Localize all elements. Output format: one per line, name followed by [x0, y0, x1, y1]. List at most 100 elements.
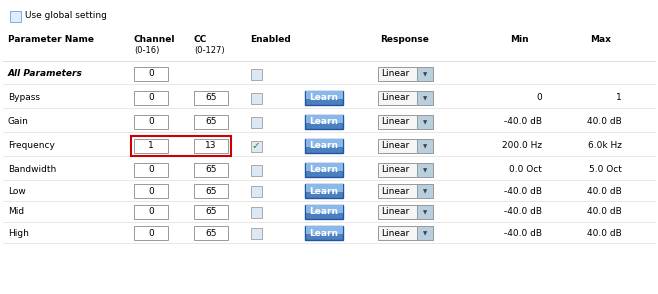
Bar [417, 67, 433, 81]
Text: 0: 0 [148, 186, 154, 196]
Text: -40.0 dB: -40.0 dB [504, 208, 542, 216]
Text: ▼: ▼ [423, 73, 427, 78]
Text: Linear: Linear [381, 93, 409, 103]
Text: -40.0 dB: -40.0 dB [504, 186, 542, 196]
Bar [134, 163, 168, 177]
Text: 6.0k Hz: 6.0k Hz [588, 141, 622, 151]
Text: Learn: Learn [309, 186, 338, 196]
Bar [251, 69, 261, 79]
Text: ▼: ▼ [423, 144, 427, 150]
Text: ▼: ▼ [423, 190, 427, 195]
Text: 0: 0 [536, 93, 542, 103]
Text: Gain: Gain [8, 118, 29, 126]
Text: Learn: Learn [309, 166, 338, 175]
Text: (0-127): (0-127) [194, 46, 224, 54]
Text: 65: 65 [205, 186, 216, 196]
Text: 65: 65 [205, 208, 216, 216]
Text: 65: 65 [205, 93, 216, 103]
Text: Linear: Linear [381, 141, 409, 151]
Bar [305, 184, 343, 198]
Text: Low: Low [8, 186, 26, 196]
Text: 40.0 dB: 40.0 dB [587, 228, 622, 238]
Bar [417, 139, 433, 153]
Text: Linear: Linear [381, 186, 409, 196]
Text: 5.0 Oct: 5.0 Oct [589, 166, 622, 175]
Bar [134, 139, 168, 153]
Bar [251, 93, 261, 103]
Text: Parameter Name: Parameter Name [8, 34, 94, 44]
Text: -40.0 dB: -40.0 dB [504, 228, 542, 238]
Bar [305, 205, 343, 219]
Bar [378, 67, 433, 81]
Text: Learn: Learn [309, 141, 338, 151]
Text: Max: Max [590, 34, 611, 44]
Bar [417, 91, 433, 105]
Text: 40.0 dB: 40.0 dB [587, 208, 622, 216]
Text: 65: 65 [205, 166, 216, 175]
Text: 0: 0 [148, 118, 154, 126]
Text: Learn: Learn [309, 93, 338, 103]
Bar [417, 115, 433, 129]
Bar [305, 139, 343, 147]
Bar [417, 163, 433, 177]
Bar [305, 206, 343, 213]
Text: 200.0 Hz: 200.0 Hz [502, 141, 542, 151]
Text: ▼: ▼ [423, 121, 427, 126]
Text: 0: 0 [148, 208, 154, 216]
Text: Use global setting: Use global setting [25, 11, 107, 21]
Bar [251, 116, 261, 128]
Text: Min: Min [510, 34, 528, 44]
Text: (0-16): (0-16) [134, 46, 159, 54]
Bar [417, 205, 433, 219]
Text: High: High [8, 228, 29, 238]
Text: Learn: Learn [309, 118, 338, 126]
Bar [305, 115, 343, 129]
Bar [134, 67, 168, 81]
Bar [134, 205, 168, 219]
Text: All Parameters: All Parameters [8, 69, 83, 78]
Bar [417, 184, 433, 198]
Bar [251, 186, 261, 196]
Bar [305, 163, 343, 177]
Text: Frequency: Frequency [8, 141, 55, 151]
Bar [378, 184, 433, 198]
Bar [194, 115, 228, 129]
Text: Linear: Linear [381, 69, 409, 78]
Bar [194, 163, 228, 177]
Text: CC: CC [194, 34, 207, 44]
Bar [194, 205, 228, 219]
Text: 65: 65 [205, 118, 216, 126]
Text: Linear: Linear [381, 228, 409, 238]
Text: Bandwidth: Bandwidth [8, 166, 56, 175]
Text: Learn: Learn [309, 228, 338, 238]
Text: 65: 65 [205, 228, 216, 238]
Text: 1: 1 [617, 93, 622, 103]
Text: Learn: Learn [309, 208, 338, 216]
FancyBboxPatch shape [10, 11, 21, 21]
Bar [378, 91, 433, 105]
Text: 0: 0 [148, 93, 154, 103]
Text: ▼: ▼ [423, 211, 427, 216]
Text: Mid: Mid [8, 208, 24, 216]
Text: Linear: Linear [381, 166, 409, 175]
Bar [305, 184, 343, 192]
Text: Enabled: Enabled [250, 34, 291, 44]
Bar [251, 228, 261, 238]
Bar [378, 226, 433, 240]
Text: 0: 0 [148, 69, 154, 78]
Text: -40.0 dB: -40.0 dB [504, 118, 542, 126]
Text: 0.0 Oct: 0.0 Oct [509, 166, 542, 175]
Text: Channel: Channel [134, 34, 176, 44]
Bar [305, 163, 343, 171]
Text: ▼: ▼ [423, 168, 427, 173]
Bar [134, 226, 168, 240]
Text: 0: 0 [148, 228, 154, 238]
Bar [305, 116, 343, 123]
Bar [251, 141, 261, 151]
Bar [305, 91, 343, 105]
Bar [131, 136, 231, 156]
Bar [305, 139, 343, 153]
Text: Linear: Linear [381, 208, 409, 216]
Text: Linear: Linear [381, 118, 409, 126]
Text: ▼: ▼ [423, 96, 427, 101]
